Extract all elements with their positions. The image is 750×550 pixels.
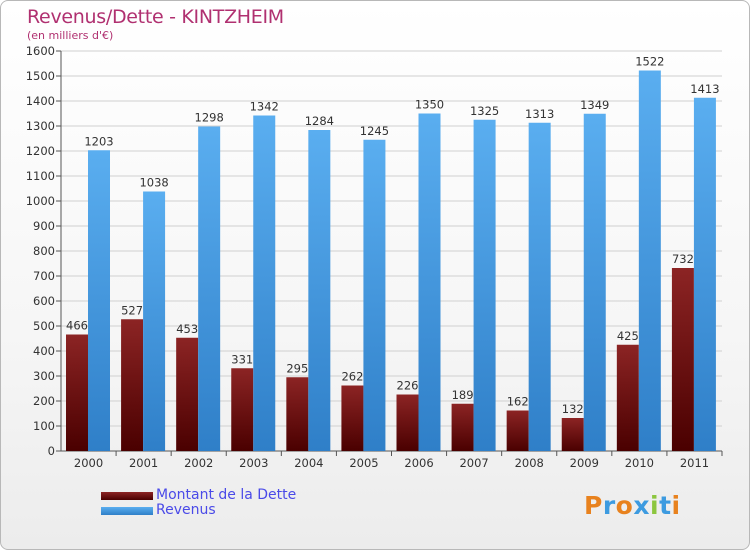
x-tick-label: 2000 [74, 456, 103, 470]
x-tick-label: 2006 [404, 456, 433, 470]
data-label: 1522 [635, 55, 664, 69]
data-label: 1313 [525, 107, 554, 121]
bar-dette [671, 268, 694, 451]
y-tick-label: 1500 [26, 69, 55, 83]
bar-dette [231, 368, 254, 451]
x-tick-label: 2010 [625, 456, 654, 470]
bar-dette [451, 403, 474, 451]
logo-letter: x [633, 491, 650, 520]
data-label: 425 [617, 329, 639, 343]
bar-dette [121, 319, 144, 451]
y-tick-label: 1300 [26, 119, 55, 133]
logo-letter: o [615, 491, 634, 520]
y-tick-label: 800 [33, 244, 55, 258]
x-tick-label: 2008 [515, 456, 544, 470]
bar-dette [286, 377, 309, 451]
data-label: 732 [672, 252, 694, 266]
y-tick-label: 500 [33, 319, 55, 333]
bar-revenus [363, 139, 386, 451]
x-tick-label: 2005 [349, 456, 378, 470]
bar-revenus [693, 97, 716, 451]
x-tick-label: 2002 [184, 456, 213, 470]
bar-dette [341, 385, 364, 451]
logo-letter: P [584, 491, 603, 520]
data-label: 1325 [470, 104, 499, 118]
x-tick-label: 2007 [459, 456, 488, 470]
data-label: 226 [397, 379, 419, 393]
y-tick-label: 100 [33, 419, 55, 433]
legend-label-dette: Montant de la Dette [156, 487, 297, 503]
bar-revenus [473, 119, 496, 451]
data-label: 1342 [250, 100, 279, 114]
y-tick-label: 1400 [26, 94, 55, 108]
data-label: 1245 [360, 124, 389, 138]
legend-swatch-dette [101, 492, 153, 500]
bar-dette [66, 334, 88, 451]
x-tick-label: 2001 [129, 456, 158, 470]
y-tick-label: 600 [33, 294, 55, 308]
y-tick-label: 200 [33, 394, 55, 408]
y-tick-label: 0 [48, 444, 55, 458]
bar-dette [396, 394, 419, 451]
y-tick-label: 1200 [26, 144, 55, 158]
bar-revenus [143, 191, 166, 451]
data-label: 1038 [139, 176, 168, 190]
bar-revenus [253, 115, 276, 451]
data-label: 1349 [580, 98, 609, 112]
y-tick-label: 900 [33, 219, 55, 233]
x-tick-label: 2004 [294, 456, 323, 470]
logo-letter: t [659, 491, 672, 520]
chart-subtitle: (en milliers d'€) [27, 29, 114, 42]
bar-revenus [638, 70, 661, 451]
bar-revenus [528, 122, 551, 451]
bar-revenus [308, 130, 331, 451]
data-label: 331 [231, 352, 253, 366]
y-tick-label: 1100 [26, 169, 55, 183]
bar-revenus [583, 113, 606, 451]
x-tick-label: 2009 [570, 456, 599, 470]
data-label: 1350 [415, 98, 444, 112]
logo-letter: r [602, 491, 616, 520]
x-tick-label: 2003 [239, 456, 268, 470]
data-label: 527 [121, 303, 143, 317]
bar-revenus [88, 150, 110, 451]
bar-dette [616, 344, 639, 451]
proxiti-logo: Proxiti [584, 491, 681, 520]
logo-letter: i [671, 491, 681, 520]
data-label: 1298 [195, 111, 224, 125]
y-tick-label: 400 [33, 344, 55, 358]
chart-title: Revenus/Dette - KINTZHEIM [27, 6, 284, 28]
data-label: 189 [452, 388, 474, 402]
data-label: 1413 [690, 82, 719, 96]
logo-letter: i [650, 491, 660, 520]
y-tick-label: 1600 [26, 44, 55, 58]
legend-label-revenus: Revenus [156, 502, 216, 518]
legend-swatch-revenus [101, 507, 153, 515]
bar-revenus [418, 113, 441, 451]
bar-dette [506, 410, 529, 451]
data-label: 132 [562, 402, 584, 416]
data-label: 1203 [84, 134, 113, 148]
data-label: 295 [286, 361, 308, 375]
y-tick-label: 300 [33, 369, 55, 383]
y-tick-label: 700 [33, 269, 55, 283]
data-label: 162 [507, 395, 529, 409]
data-label: 1284 [305, 114, 334, 128]
bar-revenus [198, 126, 221, 451]
data-label: 466 [66, 319, 88, 333]
data-label: 453 [176, 322, 198, 336]
bar-dette [561, 418, 584, 451]
bar-dette [176, 337, 199, 451]
y-tick-label: 1000 [26, 194, 55, 208]
x-tick-label: 2011 [680, 456, 709, 470]
data-label: 262 [341, 370, 363, 384]
